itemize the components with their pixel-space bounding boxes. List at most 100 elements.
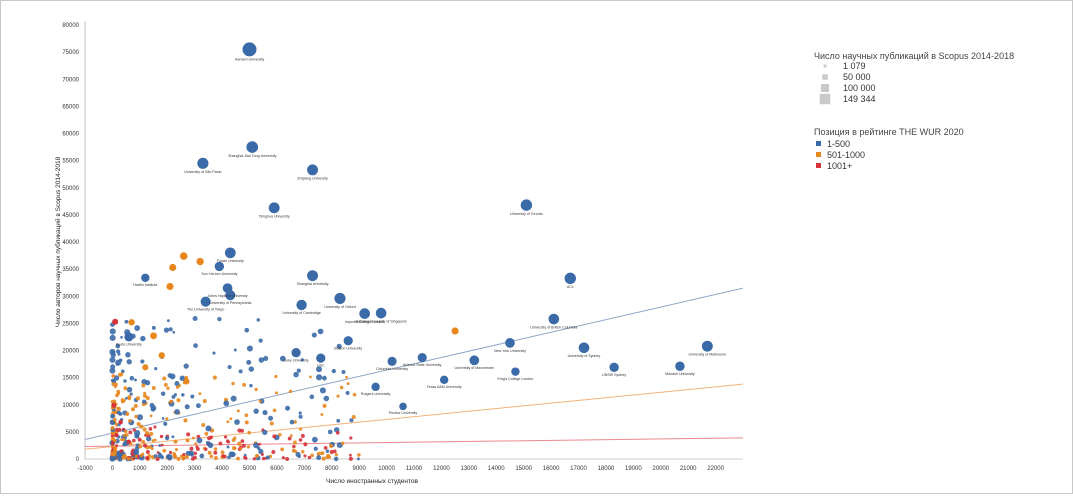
cloud-point [162,448,167,453]
cloud-point [120,369,125,374]
cloud-point [139,453,144,458]
cloud-point [137,437,142,442]
data-point [169,263,177,272]
data-point [387,356,397,366]
cloud-point [109,356,116,363]
cloud-point [163,382,168,387]
data-point [520,199,533,211]
cloud-point [145,455,150,460]
cloud-point [175,385,180,389]
x-tick-label: 7000 [298,466,312,472]
data-point [126,439,132,444]
cloud-point [123,386,128,391]
data-point [701,340,713,352]
cloud-point [125,433,129,437]
point-label: University of Pennsylvania [209,301,251,305]
point-label: University of Oxford [324,305,356,309]
cloud-point [158,444,162,447]
cloud-point [319,387,326,394]
x-tick-label: 15000 [515,466,532,472]
cloud-point [239,447,243,451]
cloud-point [148,445,153,449]
x-tick-label: 6000 [270,466,284,472]
data-point [158,352,165,359]
size-legend-swatch [822,74,828,80]
y-axis-title: Число авторов научных публикаций в Scopu… [54,156,62,327]
cloud-point [357,453,361,457]
data-point [246,141,259,153]
cloud-point [186,432,191,437]
cloud-point [217,316,222,322]
point-label: Imperial College London [345,320,384,324]
cloud-point [135,396,141,401]
cloud-point [309,375,312,379]
cloud-point [278,432,282,437]
cloud-point [147,434,151,438]
cloud-point [242,382,247,387]
cloud-point [316,366,323,373]
cloud-point [169,399,174,404]
cloud-point [247,430,252,435]
cloud-point [121,437,126,442]
size-legend-label: 100 000 [843,83,876,93]
cloud-point [316,455,322,461]
cloud-point [132,457,136,461]
cloud-point [236,409,240,413]
cloud-point [274,374,278,379]
cloud-point [226,445,230,449]
cloud-point [236,456,240,461]
data-point [307,270,319,282]
cloud-point [125,352,131,358]
size-legend-swatch [821,84,829,92]
cloud-point [320,413,324,416]
x-tick-label: 20000 [652,466,669,472]
cloud-point [237,441,242,446]
x-tick-label: 1000 [133,466,147,472]
data-point [112,318,119,325]
cloud-point [231,438,236,443]
cloud-point [303,442,308,447]
y-tick-label: 80000 [62,23,79,29]
cloud-point [238,369,243,374]
cloud-point [258,442,262,446]
cloud-point [174,409,180,415]
point-label: Tsinghua University [259,214,290,218]
cloud-point [233,447,237,450]
y-tick-label: 20000 [62,349,79,355]
cloud-point [243,453,247,457]
cloud-point [141,383,146,388]
cloud-point [110,413,115,419]
cloud-point [345,390,350,395]
color-legend-title: Позиция в рейтинге THE WUR 2020 [814,127,964,137]
cloud-point [141,399,147,404]
color-legend-swatch [816,141,821,146]
cloud-point [327,429,333,435]
cloud-point [128,430,133,435]
cloud-point [309,394,315,400]
cloud-point [129,392,133,396]
point-label: Boston University [334,346,362,350]
cloud-point [258,448,264,455]
cloud-point [185,438,190,443]
cloud-point [153,438,157,442]
x-tick-label: 21000 [680,466,697,472]
cloud-point [153,454,158,458]
point-label: University of São Paulo [184,170,221,174]
cloud-point [121,427,125,431]
cloud-point [110,399,115,404]
data-point [675,361,685,371]
point-label: Purdue University [389,411,418,415]
cloud-point [244,327,250,333]
cloud-point [329,444,334,449]
cloud-point [336,394,340,398]
x-tick-label: 18000 [598,466,615,472]
trendline-1001+ [84,437,744,448]
point-label: Kyoto University [116,342,142,346]
cloud-point [113,446,117,450]
cloud-point [151,325,156,330]
cloud-point [141,379,147,385]
cloud-point [139,424,144,429]
cloud-point [110,437,115,441]
data-point [375,307,387,319]
cloud-point [109,328,116,335]
